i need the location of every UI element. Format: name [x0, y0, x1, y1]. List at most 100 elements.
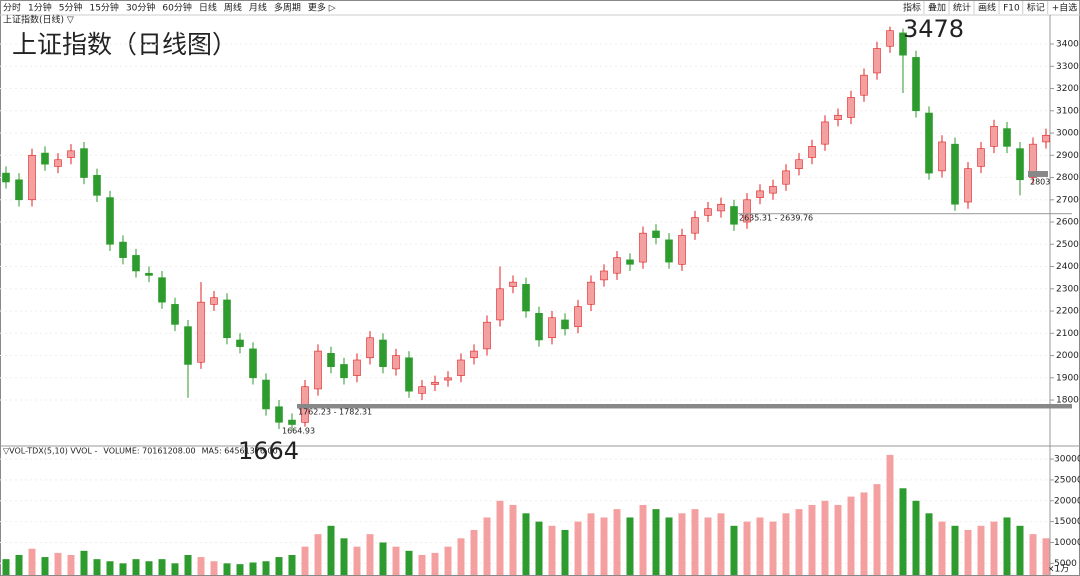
candle-body: [704, 208, 712, 216]
candle-body: [431, 381, 439, 385]
candle-body: [249, 348, 257, 379]
candle-body: [106, 197, 114, 245]
candle-body: [262, 379, 270, 410]
toolbar-button[interactable]: 统计: [953, 2, 971, 14]
candle-body: [379, 339, 387, 367]
volume-bar: [470, 529, 478, 575]
toolbar-tab[interactable]: 周线: [224, 2, 242, 14]
candle-body: [600, 270, 608, 281]
toolbar-tab[interactable]: 15分钟: [89, 2, 118, 14]
toolbar-button[interactable]: F10: [1003, 4, 1020, 14]
candle-body: [483, 321, 491, 350]
y-tick-label: 2400: [1056, 262, 1079, 272]
volume-bar: [197, 557, 205, 575]
volume-bar: [522, 513, 530, 575]
volume-bar: [327, 525, 335, 575]
volume-bar: [509, 504, 517, 575]
toolbar-button[interactable]: 标记: [1027, 2, 1045, 14]
y-tick-label: 20000: [1054, 496, 1080, 506]
volume-bar: [353, 546, 361, 575]
toolbar-tab[interactable]: 分时: [3, 2, 21, 14]
price-band: [738, 213, 1072, 215]
volume-bar: [652, 509, 660, 575]
y-tick-label: 2100: [1056, 329, 1079, 339]
candle-body: [41, 152, 49, 165]
volume-bar: [67, 554, 75, 575]
candle-body: [2, 172, 10, 183]
candle-body: [288, 419, 296, 425]
y-tick-label: 1800: [1056, 396, 1079, 406]
candle-body: [626, 259, 634, 265]
toolbar-tab[interactable]: 1分钟: [28, 2, 52, 14]
price-band: [297, 403, 1072, 409]
candle-body: [236, 339, 244, 347]
y-tick-label: 5000: [1054, 559, 1077, 569]
volume-bar: [93, 559, 101, 575]
volume-bar: [405, 550, 413, 575]
toolbar-tab[interactable]: 30分钟: [126, 2, 155, 14]
volume-bar: [366, 534, 374, 575]
volume-bar: [457, 538, 465, 575]
candle-body: [145, 272, 153, 276]
toolbar-button[interactable]: 叠加: [928, 3, 946, 14]
volume-bar: [925, 513, 933, 575]
candle-body: [717, 203, 725, 212]
toolbar-button[interactable]: 画线: [978, 2, 996, 14]
candle-body: [444, 377, 452, 381]
candle-body: [28, 154, 36, 201]
y-tick-label: 3400: [1056, 40, 1079, 50]
volume-bar: [691, 509, 699, 575]
volume-bar: [587, 513, 595, 575]
toolbar-tab[interactable]: 月线: [249, 2, 267, 14]
toolbar-tab[interactable]: 5分钟: [59, 2, 83, 14]
candle-body: [756, 190, 764, 198]
candle-body: [314, 350, 322, 390]
volume-bar: [158, 559, 166, 575]
volume-bar: [535, 521, 543, 575]
candle-body: [405, 357, 413, 392]
candle-body: [54, 159, 62, 167]
y-tick-label: 2500: [1056, 240, 1079, 250]
candle-body: [392, 355, 400, 370]
volume-bar: [977, 525, 985, 575]
volume-bar: [275, 557, 283, 575]
candle-body: [665, 239, 673, 263]
candle-body: [782, 170, 790, 185]
volume-bar: [2, 559, 10, 575]
candle-body: [873, 48, 881, 74]
volume-bar: [106, 561, 114, 575]
volume-unit: ×1万: [1047, 565, 1069, 575]
candle-body: [938, 141, 946, 172]
volume-bar: [41, 557, 49, 575]
toolbar-tab[interactable]: 多周期: [274, 2, 301, 14]
volume-bar: [782, 513, 790, 575]
candle-body: [821, 121, 829, 145]
candle-body: [457, 359, 465, 376]
candle-body: [1016, 148, 1024, 181]
y-tick-label: 3300: [1056, 62, 1079, 72]
candle-body: [353, 359, 361, 376]
volume-bar: [392, 546, 400, 575]
volume-bar: [444, 546, 452, 575]
candle-body: [67, 150, 75, 158]
volume-bar: [678, 513, 686, 575]
volume-bar: [912, 500, 920, 575]
toolbar-tab[interactable]: 日线: [199, 2, 217, 14]
candle-body: [171, 304, 179, 325]
volume-bar: [249, 562, 257, 575]
candle-body: [808, 146, 816, 158]
toolbar-tab[interactable]: 更多 ▷: [308, 2, 336, 14]
volume-bar: [847, 496, 855, 575]
toolbar-button[interactable]: 指标: [903, 2, 921, 14]
candle-body: [574, 306, 582, 327]
candle-body: [548, 317, 556, 339]
volume-bar: [795, 509, 803, 575]
volume-bar: [80, 550, 88, 575]
candle-body: [951, 143, 959, 205]
volume-bar: [1016, 525, 1024, 575]
toolbar-button[interactable]: +自选: [1052, 2, 1078, 14]
toolbar-tab[interactable]: 60分钟: [162, 2, 191, 14]
candle-body: [327, 353, 335, 367]
candle-body: [925, 112, 933, 174]
volume-bar: [834, 504, 842, 575]
